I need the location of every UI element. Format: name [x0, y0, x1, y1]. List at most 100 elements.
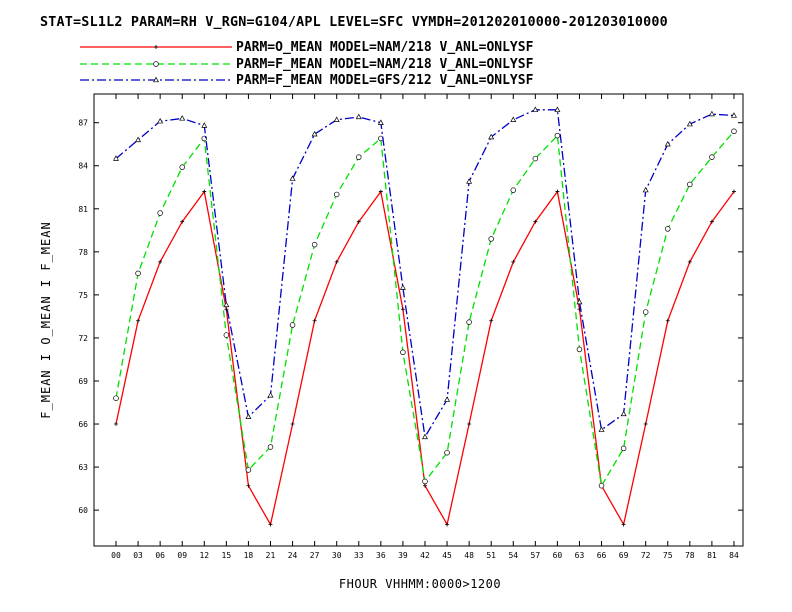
y-tick-label: 78	[78, 248, 88, 257]
data-point	[709, 219, 714, 224]
data-point	[510, 187, 517, 193]
y-axis: 60 63 66 69 72 75 78 81 84 87	[78, 119, 743, 515]
x-tick-label: 00	[111, 551, 121, 560]
data-point	[290, 422, 295, 427]
data-point	[311, 241, 318, 248]
data-point	[620, 445, 627, 452]
x-axis: 00 03 06 09 12 15 18 21 24 27 30 33 36 39 42 45 48 51 54 57…	[111, 94, 739, 560]
data-point	[731, 128, 737, 135]
data-point	[114, 422, 118, 427]
x-tick-label: 42	[420, 551, 430, 560]
data-point	[223, 332, 230, 338]
x-tick-label: 48	[464, 551, 474, 560]
legend-item: PARM=F_MEAN MODEL=GFS/212 V_ANL=ONLYSF	[80, 73, 534, 88]
legend-label: PARM=F_MEAN MODEL=NAM/218 V_ANL=ONLYSF	[236, 57, 534, 72]
y-tick-label: 87	[78, 119, 88, 128]
x-tick-label: 57	[531, 551, 541, 560]
series-layer	[113, 106, 737, 527]
data-point	[664, 140, 671, 147]
y-tick-label: 72	[78, 334, 88, 343]
data-point	[466, 319, 472, 325]
data-point	[202, 189, 207, 194]
data-point	[179, 115, 186, 121]
x-tick-label: 18	[244, 551, 254, 560]
series-line	[115, 190, 735, 527]
x-tick-label: 51	[486, 551, 496, 560]
data-point	[489, 318, 494, 323]
x-tick-label: 06	[155, 551, 165, 560]
data-point	[444, 449, 450, 456]
data-point	[730, 112, 737, 118]
data-point	[620, 410, 627, 417]
data-point	[510, 116, 517, 122]
x-tick-label: 45	[442, 551, 452, 560]
data-point	[135, 270, 141, 277]
data-point	[467, 422, 472, 427]
data-point	[709, 154, 715, 160]
data-point	[157, 210, 163, 216]
y-tick-label: 75	[78, 291, 88, 300]
data-point	[267, 444, 274, 450]
page-title: STAT=SL1L2 PARAM=RH V_RGN=G104/APL LEVEL…	[40, 15, 668, 30]
data-point	[400, 307, 405, 312]
x-tick-label: 24	[288, 551, 298, 560]
data-point	[378, 189, 383, 194]
data-point	[731, 189, 736, 194]
x-tick-label: 78	[685, 551, 695, 560]
data-point	[642, 186, 649, 193]
x-tick-label: 66	[597, 551, 607, 560]
data-point	[157, 117, 164, 124]
data-point	[224, 307, 229, 312]
series-1	[114, 189, 736, 527]
x-tick-label: 09	[177, 551, 187, 560]
x-tick-label: 27	[310, 551, 320, 560]
data-point	[246, 483, 251, 488]
x-tick-label: 36	[376, 551, 386, 560]
data-point	[664, 226, 671, 232]
data-point	[598, 482, 605, 489]
data-point	[377, 119, 384, 125]
data-point	[245, 413, 252, 420]
y-tick-label: 66	[78, 420, 88, 429]
data-point	[136, 318, 141, 323]
data-point	[289, 175, 296, 181]
data-point	[687, 181, 693, 188]
x-tick-label: 60	[553, 551, 563, 560]
data-point	[158, 259, 163, 264]
legend-label: PARM=O_MEAN MODEL=NAM/218 V_ANL=ONLYSF	[236, 40, 534, 55]
data-point	[311, 130, 318, 137]
data-point	[400, 349, 406, 356]
data-point	[708, 110, 715, 117]
y-tick-label: 81	[78, 205, 88, 214]
data-point	[444, 396, 451, 402]
x-tick-label: 84	[729, 551, 739, 560]
data-point	[421, 433, 428, 440]
data-point	[179, 164, 185, 170]
y-tick-label: 63	[78, 463, 88, 472]
data-point	[555, 189, 560, 194]
data-point	[576, 346, 583, 353]
data-point	[356, 219, 361, 224]
x-tick-label: 63	[575, 551, 585, 560]
data-point	[445, 522, 450, 527]
series-line	[115, 109, 735, 439]
legend-label: PARM=F_MEAN MODEL=GFS/212 V_ANL=ONLYSF	[236, 73, 534, 88]
data-point	[532, 155, 539, 162]
y-axis-label: F_MEAN I O_MEAN I F_MEAN	[39, 221, 53, 418]
data-point	[201, 122, 208, 128]
data-point	[554, 132, 561, 139]
data-point	[399, 284, 406, 290]
x-tick-label: 30	[332, 551, 342, 560]
data-point	[554, 106, 561, 112]
x-tick-label: 21	[266, 551, 276, 560]
data-point	[621, 522, 626, 527]
data-point	[267, 392, 274, 398]
data-point	[422, 483, 427, 488]
data-point	[488, 133, 495, 140]
data-point	[422, 478, 428, 485]
series-2	[113, 128, 737, 489]
y-tick-label: 69	[78, 377, 88, 386]
data-point	[113, 395, 119, 401]
data-point	[665, 318, 670, 323]
